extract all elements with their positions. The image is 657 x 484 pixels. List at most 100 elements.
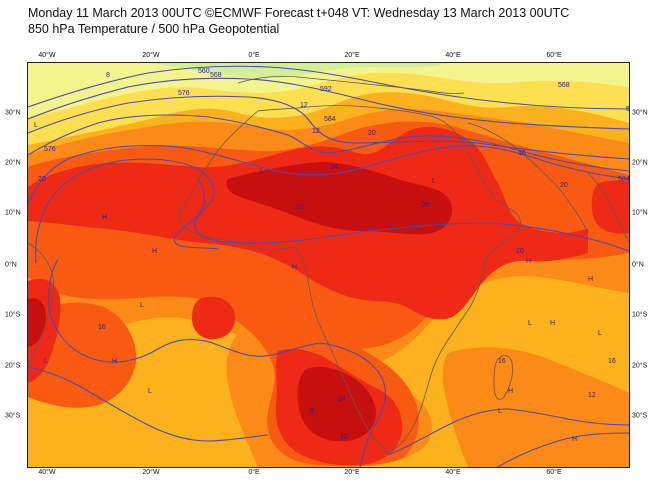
coastline-africa-west — [179, 110, 295, 251]
low-pressure-marker: L — [260, 168, 264, 175]
high-pressure-marker: H — [550, 320, 555, 327]
lat-label-right: 30°S — [632, 412, 648, 420]
coastline-india — [587, 172, 629, 242]
high-pressure-marker: H — [292, 264, 297, 271]
lat-label-left: 30°S — [5, 412, 21, 420]
contour-label: 576 — [44, 146, 56, 153]
lon-label-bottom: 60°E — [546, 469, 562, 476]
low-pressure-marker: L — [528, 320, 532, 327]
contour-label: 24 — [338, 396, 346, 403]
z500-contour — [319, 342, 387, 467]
temp-band-red-east — [591, 180, 629, 234]
z500-contour — [497, 432, 629, 467]
lon-label-bottom: 20°W — [142, 469, 160, 476]
contour-label: 20 — [516, 248, 524, 255]
coastline-europe — [237, 75, 465, 94]
z500-contour — [28, 144, 629, 204]
contour-label: 592 — [320, 86, 332, 93]
contour-label: 20 — [368, 130, 376, 137]
lat-label-right: 10°S — [632, 311, 648, 319]
low-pressure-marker: L — [148, 388, 152, 395]
low-pressure-marker: L — [498, 408, 502, 415]
coastline-south-america — [28, 242, 54, 368]
chart-subtitle: 850 hPa Temperature / 500 hPa Geopotenti… — [28, 22, 280, 36]
temp-band-orange-east — [442, 347, 629, 467]
low-pressure-marker: L — [44, 358, 48, 365]
lat-label-left: 10°S — [5, 311, 21, 319]
temp-band-red — [28, 126, 588, 320]
z500-contour — [28, 95, 629, 160]
weather-map: 8560568576584592592121216202024202020161… — [27, 62, 630, 468]
z500-contour — [28, 366, 269, 442]
contour-label: 12 — [588, 392, 596, 399]
contour-label: 16 — [518, 150, 526, 157]
contour-label: 20 — [560, 182, 568, 189]
lon-label-bottom: 40°W — [38, 469, 56, 476]
low-pressure-marker: L — [34, 122, 38, 129]
temp-core-deep-red-sahara — [226, 162, 452, 235]
contour-label: 568 — [558, 82, 570, 89]
lat-label-right: 20°N — [632, 159, 648, 167]
contour-label: 568 — [210, 72, 222, 79]
z500-contour — [47, 258, 321, 363]
high-pressure-marker: H — [508, 388, 513, 395]
lat-label-right: 30°N — [632, 109, 648, 117]
lat-label-right: 0°N — [632, 261, 644, 269]
contour-label: 16 — [608, 358, 616, 365]
high-pressure-marker: H — [152, 248, 157, 255]
chart-title: Monday 11 March 2013 00UTC ©ECMWF Foreca… — [28, 6, 570, 20]
contour-label: 20 — [38, 176, 46, 183]
lon-label-top: 0°E — [248, 52, 260, 59]
lat-label-left: 20°N — [5, 159, 21, 167]
lat-label-right: 20°S — [632, 362, 648, 370]
coastline-madagascar — [493, 355, 513, 400]
contour-label: 12 — [312, 128, 320, 135]
contour-label: 592 — [626, 106, 629, 113]
lon-label-bottom: 0°E — [248, 469, 260, 476]
low-pressure-marker: L — [598, 330, 602, 337]
contour-label: 8 — [310, 408, 314, 415]
lon-label-top: 40°W — [38, 52, 56, 59]
z500-contour — [28, 65, 629, 110]
high-pressure-marker: H — [588, 276, 593, 283]
contour-label: 16 — [98, 324, 106, 331]
contour-label: 20 — [422, 202, 430, 209]
contour-label: 24 — [330, 164, 338, 171]
coastline-arabia — [467, 122, 589, 234]
contour-label: 584 — [324, 116, 336, 123]
coastline-mediterranean — [257, 105, 427, 116]
z500-contour — [387, 408, 629, 456]
contour-label: 576 — [178, 90, 190, 97]
z500-contour — [173, 178, 219, 250]
contour-label: 560 — [198, 68, 210, 75]
z500-contour — [28, 114, 629, 172]
lon-label-top: 20°W — [142, 52, 160, 59]
lat-label-left: 30°N — [5, 109, 21, 117]
lat-label-right: 10°N — [632, 209, 648, 217]
contour-label: 20 — [296, 204, 304, 211]
coastlines — [28, 75, 629, 454]
contour-label: 16 — [498, 358, 506, 365]
low-pressure-marker: L — [140, 302, 144, 309]
high-pressure-marker: H — [102, 214, 107, 221]
lon-label-top: 60°E — [546, 52, 562, 59]
lon-label-bottom: 40°E — [445, 469, 461, 476]
low-pressure-marker: L — [432, 178, 436, 185]
coastline-africa-east — [387, 114, 521, 454]
high-pressure-marker: H — [572, 436, 577, 443]
contour-label: 8 — [106, 72, 110, 79]
lat-label-left: 20°S — [5, 362, 21, 370]
temp-band-light-yellow — [28, 63, 629, 117]
coastline-africa-gulf — [293, 246, 389, 454]
lon-label-top: 20°E — [344, 52, 360, 59]
contour-label: 584 — [618, 176, 629, 183]
lat-label-left: 0°N — [5, 261, 17, 269]
contour-label: 12 — [340, 434, 348, 441]
lon-label-bottom: 20°E — [344, 469, 360, 476]
temp-band-red-spot — [192, 296, 236, 340]
lat-label-left: 10°N — [5, 209, 21, 217]
temp-core-deep-red-kalahari — [297, 366, 377, 442]
map-canvas: 8560568576584592592121216202024202020161… — [28, 63, 629, 467]
z500-contour — [28, 77, 629, 130]
contour-label: 12 — [300, 102, 308, 109]
